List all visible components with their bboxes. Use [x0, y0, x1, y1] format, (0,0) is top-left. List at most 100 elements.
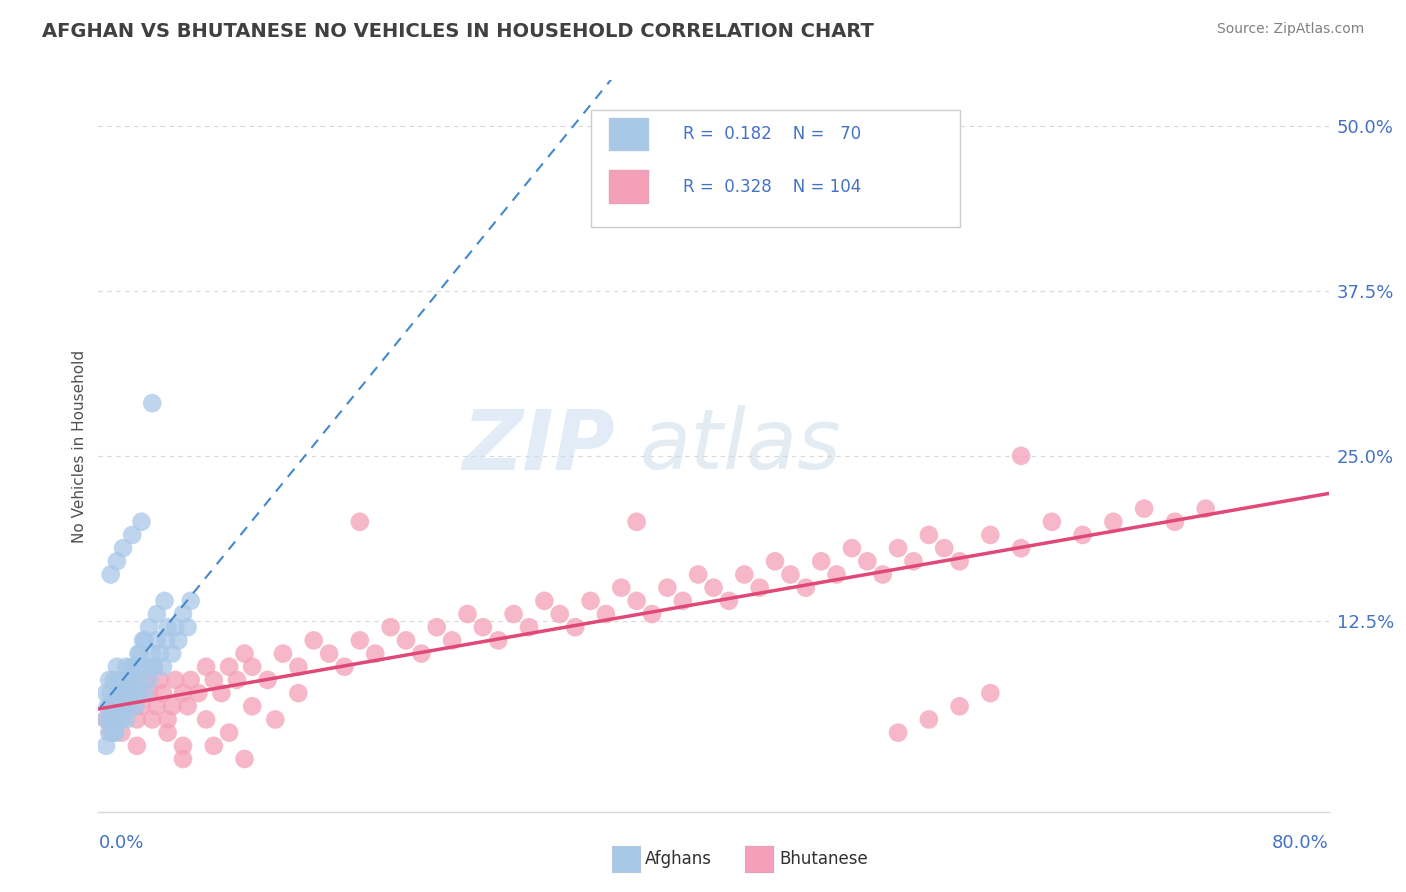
Point — [211, 686, 233, 700]
Point — [94, 713, 117, 727]
Point — [146, 633, 169, 648]
Point — [180, 594, 202, 608]
Point — [162, 699, 183, 714]
Point — [748, 581, 770, 595]
Point — [105, 554, 128, 568]
Point — [1010, 449, 1032, 463]
Point — [121, 686, 143, 700]
Point — [918, 528, 941, 542]
Point — [949, 699, 972, 714]
Point — [887, 541, 910, 556]
Point — [256, 673, 278, 687]
FancyBboxPatch shape — [591, 110, 960, 227]
Point — [104, 713, 127, 727]
Point — [114, 673, 136, 687]
Point — [141, 713, 163, 727]
Point — [949, 554, 972, 568]
Text: R =  0.328    N = 104: R = 0.328 N = 104 — [683, 178, 860, 195]
Point — [129, 647, 152, 661]
Point — [779, 567, 801, 582]
Point — [149, 673, 172, 687]
Point — [138, 673, 160, 687]
Point — [131, 515, 153, 529]
Point — [872, 567, 894, 582]
Point — [333, 659, 356, 673]
Point — [1133, 501, 1156, 516]
Point — [110, 686, 132, 700]
Point — [240, 699, 263, 714]
Point — [98, 725, 121, 739]
Point — [152, 686, 174, 700]
Point — [110, 699, 132, 714]
Point — [172, 686, 194, 700]
Point — [108, 673, 131, 687]
Point — [218, 725, 240, 739]
Point — [165, 620, 187, 634]
Point — [104, 725, 127, 739]
Point — [105, 713, 128, 727]
Point — [118, 699, 141, 714]
Point — [763, 554, 786, 568]
Point — [641, 607, 664, 621]
Point — [202, 673, 225, 687]
Point — [172, 607, 194, 621]
Point — [517, 620, 540, 634]
Point — [979, 686, 1001, 700]
Point — [115, 659, 138, 673]
Point — [426, 620, 449, 634]
Point — [626, 515, 648, 529]
Point — [1195, 501, 1218, 516]
Point — [841, 541, 863, 556]
Point — [233, 752, 256, 766]
Point — [202, 739, 225, 753]
Point — [134, 686, 156, 700]
Point — [176, 699, 198, 714]
Point — [107, 713, 129, 727]
Point — [125, 659, 148, 673]
Point — [118, 673, 141, 687]
Point — [180, 673, 202, 687]
Text: 0.0%: 0.0% — [98, 834, 143, 852]
Point — [610, 581, 633, 595]
Point — [395, 633, 418, 648]
Point — [794, 581, 817, 595]
Point — [979, 528, 1001, 542]
Point — [1071, 528, 1094, 542]
Point — [672, 594, 695, 608]
Point — [100, 686, 122, 700]
Point — [127, 647, 149, 661]
Point — [112, 699, 135, 714]
Text: Afghans: Afghans — [645, 850, 713, 868]
Point — [94, 739, 117, 753]
Point — [122, 659, 145, 673]
Point — [115, 699, 138, 714]
Point — [156, 620, 179, 634]
Point — [548, 607, 571, 621]
Text: Source: ZipAtlas.com: Source: ZipAtlas.com — [1216, 22, 1364, 37]
Point — [105, 686, 128, 700]
Point — [100, 567, 122, 582]
Point — [97, 699, 120, 714]
Point — [579, 594, 602, 608]
Point — [103, 673, 125, 687]
Point — [195, 713, 218, 727]
Text: atlas: atlas — [640, 406, 841, 486]
Point — [103, 699, 125, 714]
Point — [156, 713, 179, 727]
Point — [101, 713, 124, 727]
Point — [141, 647, 163, 661]
Point — [110, 686, 132, 700]
Point — [131, 659, 153, 673]
Point — [533, 594, 555, 608]
Point — [142, 659, 165, 673]
Point — [94, 713, 117, 727]
Point — [94, 686, 117, 700]
Bar — [609, 118, 648, 151]
Point — [233, 647, 256, 661]
Point — [703, 581, 725, 595]
Point — [107, 699, 129, 714]
Point — [225, 673, 247, 687]
Point — [125, 686, 148, 700]
Point — [162, 647, 183, 661]
Point — [117, 686, 139, 700]
